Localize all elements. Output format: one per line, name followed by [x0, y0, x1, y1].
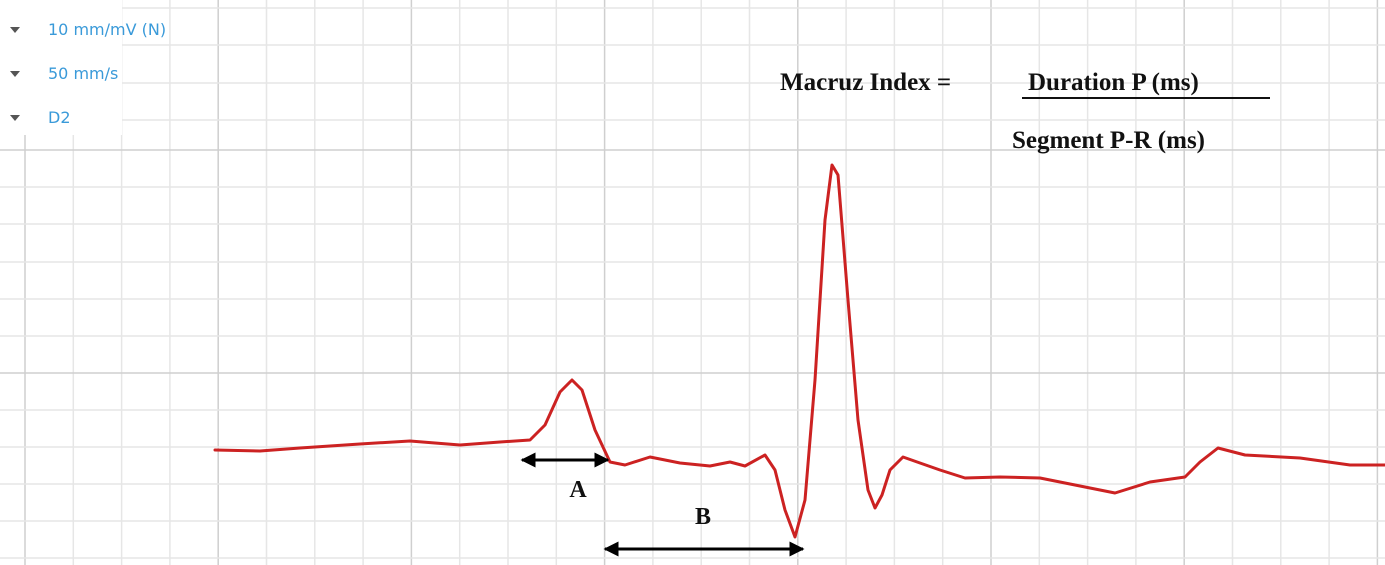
lead-setting[interactable]: D2	[48, 108, 71, 127]
dropdown-icon[interactable]	[10, 71, 20, 77]
formula-numerator: Duration P (ms)	[1028, 69, 1199, 96]
formula-label: Macruz Index =	[780, 69, 951, 96]
dropdown-icon[interactable]	[10, 115, 20, 121]
dropdown-icon[interactable]	[10, 27, 20, 33]
gain-setting[interactable]: 10 mm/mV (N)	[48, 20, 166, 39]
speed-setting[interactable]: 50 mm/s	[48, 64, 118, 83]
ecg-trace	[213, 163, 1385, 539]
settings-panel	[0, 0, 122, 135]
interval-b-label: B	[695, 504, 711, 530]
formula-denominator: Segment P-R (ms)	[1012, 127, 1205, 154]
settings: 10 mm/mV (N) 50 mm/s D2	[10, 20, 166, 127]
formula: Macruz Index = Duration P (ms) Segment P…	[780, 69, 1270, 154]
interval-a-label: A	[569, 477, 587, 503]
